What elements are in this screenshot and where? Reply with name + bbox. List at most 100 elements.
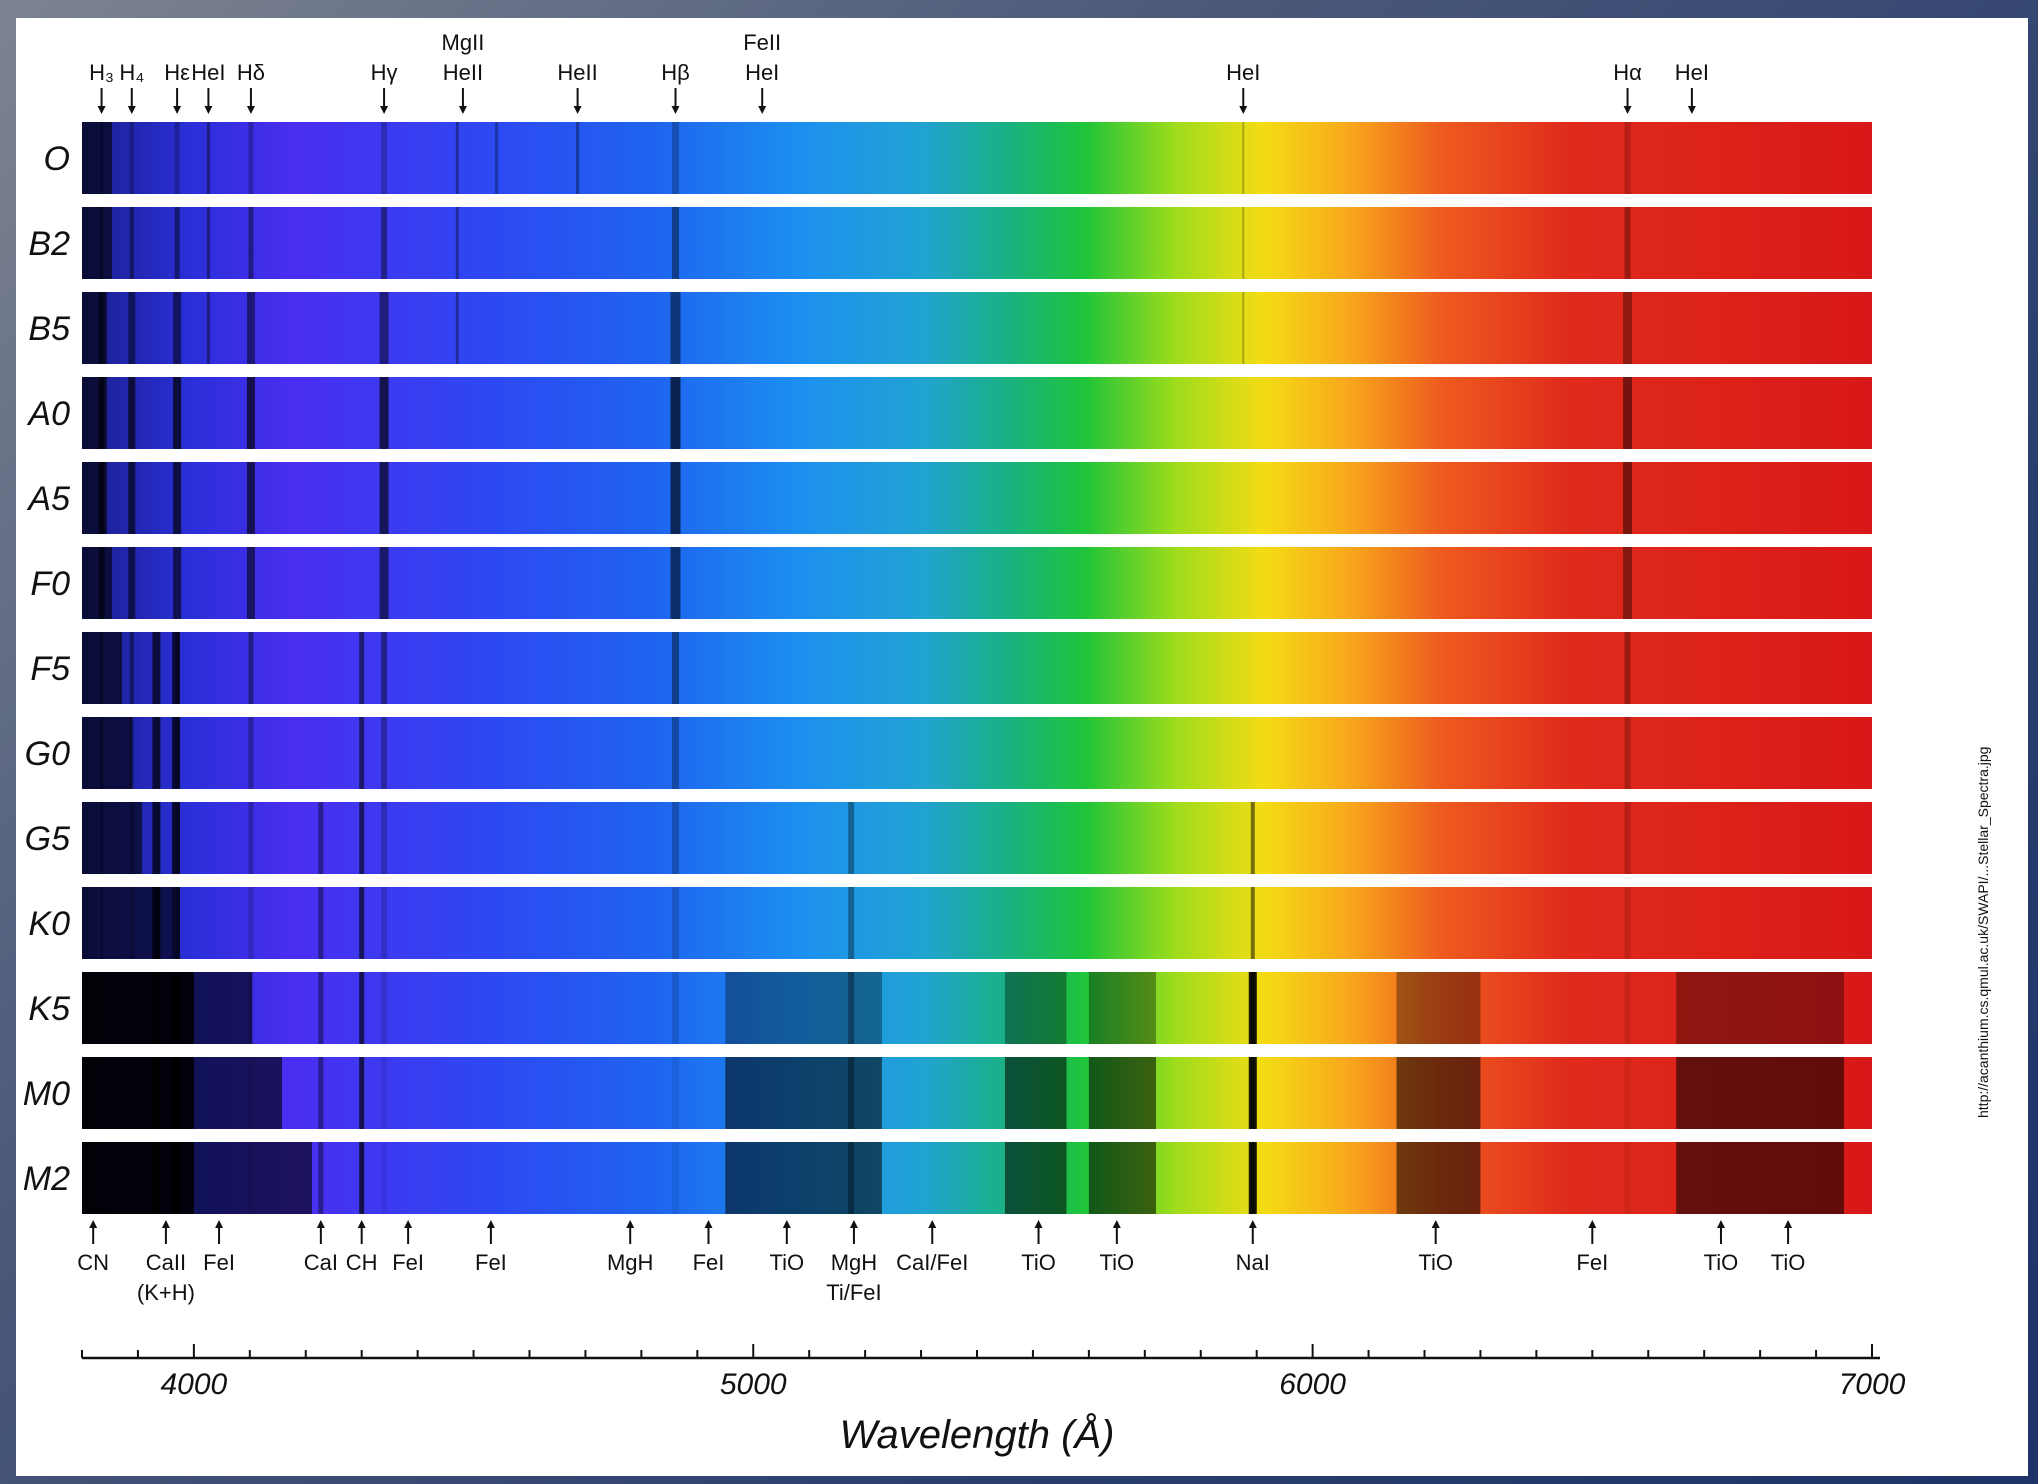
absorption-line [381,632,388,704]
absorption-line [671,717,679,789]
bottom-line-arrow [404,1220,413,1228]
absorption-line [671,1057,679,1129]
row-label-A0: A0 [26,395,70,433]
bottom-line-arrow [849,1220,858,1228]
bottom-line-arrow [782,1220,791,1228]
spectrum-band-F5 [82,632,1872,704]
absorption-line [1248,1057,1257,1129]
absorption-line [671,632,679,704]
absorption-line [670,462,681,534]
absorption-line [98,377,105,449]
bottom-line-label: FeI [203,1250,235,1275]
blue-end-darkening [82,547,112,619]
bottom-line-label: CaII [146,1250,186,1275]
absorption-line [1242,122,1245,194]
bottom-line-arrow [1784,1220,1793,1228]
absorption-line [100,802,104,874]
absorption-line [129,207,134,279]
top-line-arrow [173,106,182,114]
absorption-line [100,717,104,789]
chart-panel: O B2 B5 A0 A5 F0 F5 G0 G5 K0 K5 M0 M2 H₃ H₄ Hε HeI Hδ Hγ Mg… [16,18,2028,1476]
absorption-line [318,1057,324,1129]
x-tick-label: 6000 [1279,1368,1346,1401]
blue-end-darkening [82,122,112,194]
absorption-line [318,802,324,874]
bottom-line-label: TiO [1704,1250,1739,1275]
spectrum-band-M0 [82,1057,1872,1129]
absorption-line [152,717,161,789]
absorption-line [246,377,255,449]
bottom-line-label: NaI [1236,1250,1270,1275]
row-label-F0: F0 [30,565,70,603]
top-line-label: Hβ [661,60,690,85]
bottom-line-label: (K+H) [137,1280,195,1305]
bottom-line-arrow [1588,1220,1597,1228]
bottom-line-label: CN [77,1250,109,1275]
bottom-line-arrow [357,1220,366,1228]
absorption-line [152,802,161,874]
bottom-line-arrow [1034,1220,1043,1228]
x-tick-label: 7000 [1839,1368,1906,1401]
top-line-label: HeI [191,60,225,85]
absorption-line [248,1057,254,1129]
absorption-line [128,462,136,534]
top-line-arrow [380,106,389,114]
absorption-line [1250,802,1255,874]
top-line-label: H₃ [89,60,114,85]
bottom-line-label: FeI [392,1250,424,1275]
spectrum-band-B5 [82,292,1872,364]
x-tick-label: 4000 [161,1368,228,1401]
absorption-line [173,377,182,449]
absorption-line [671,207,679,279]
absorption-line [248,887,254,959]
absorption-line [670,377,681,449]
absorption-line [100,887,104,959]
absorption-line [128,547,136,619]
molecular-band [1676,1057,1845,1129]
absorption-line [1624,122,1631,194]
bottom-line-arrow [1112,1220,1121,1228]
row-label-M2: M2 [23,1160,70,1198]
row-label-B2: B2 [28,225,70,263]
bottom-line-label: TiO [1771,1250,1806,1275]
absorption-line [671,887,679,959]
bottom-line-label: CaI [304,1250,338,1275]
absorption-line [379,547,389,619]
absorption-line [129,802,134,874]
row-label-A5: A5 [26,480,70,518]
absorption-line [671,972,679,1044]
absorption-line [359,1142,365,1214]
absorption-line [455,122,459,194]
absorption-line [173,292,182,364]
absorption-line [1624,887,1631,959]
top-line-label: Hε [164,60,190,85]
top-line-arrow [573,106,582,114]
absorption-line [1624,972,1631,1044]
absorption-line [1623,462,1633,534]
absorption-line [100,207,104,279]
bottom-line-arrow [215,1220,224,1228]
absorption-line [1250,887,1255,959]
molecular-band [725,1057,882,1129]
top-line-label: HeII [557,60,597,85]
molecular-band [1004,1142,1067,1214]
absorption-line [1623,377,1633,449]
top-line-arrow [1623,106,1632,114]
absorption-line [1623,547,1633,619]
top-line-label: H₄ [119,60,144,85]
spectrum-band-A0 [82,377,1872,449]
absorption-line [248,717,254,789]
blue-end-darkening [82,1142,194,1214]
bottom-line-label: TiO [770,1250,805,1275]
top-line-label: HeI [1226,60,1260,85]
absorption-line [455,292,459,364]
bottom-line-arrow [316,1220,325,1228]
absorption-line [455,207,459,279]
bottom-line-arrow [626,1220,635,1228]
bottom-line-arrow [928,1220,937,1228]
absorption-line [671,122,679,194]
spectrum-band-M2 [82,1142,1872,1214]
absorption-line [246,292,255,364]
blue-end-darkening [82,972,194,1044]
absorption-line [129,717,134,789]
